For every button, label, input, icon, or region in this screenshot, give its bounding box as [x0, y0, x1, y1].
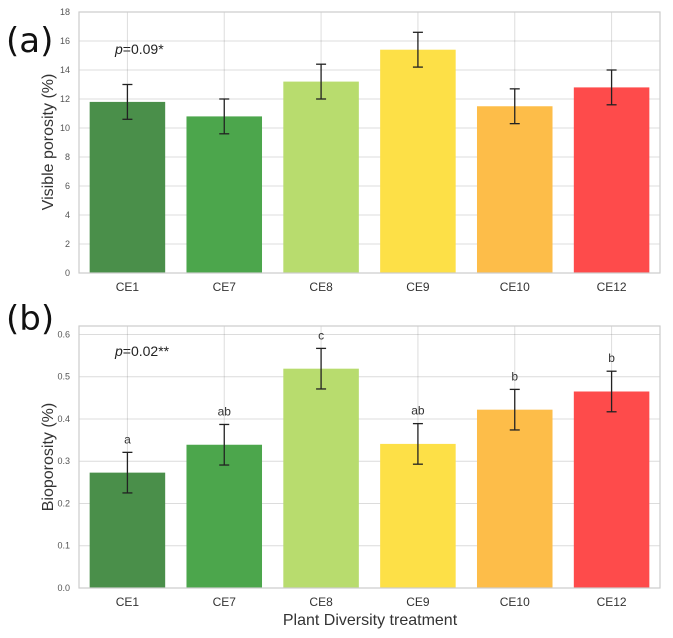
- y-tick-label: 0.5: [57, 372, 70, 382]
- x-tick-label: CE1: [116, 595, 140, 609]
- x-tick-label: CE10: [500, 595, 530, 609]
- p-value-text: =0.02**: [123, 343, 170, 359]
- error-bar-ce8: [316, 63, 327, 100]
- error-bar-ce8: [316, 347, 327, 390]
- significance-letter: ab: [411, 404, 425, 418]
- x-tick-label: CE10: [500, 280, 530, 294]
- x-tick-label: CE1: [116, 280, 140, 294]
- panel-b-chart: (b) Bioporosity (%) p=0.02** Plant Diver…: [6, 299, 661, 629]
- panel-a-grid: [79, 11, 660, 274]
- y-tick-label: 0.1: [57, 541, 70, 551]
- error-bar-ce9: [412, 31, 423, 68]
- bar-ce12: [573, 391, 650, 588]
- significance-letter: b: [608, 351, 615, 365]
- error-bar-ce1: [122, 451, 133, 494]
- y-tick-label: 0: [65, 268, 70, 278]
- error-bar-ce1: [122, 83, 133, 120]
- y-tick-label: 0.2: [57, 498, 70, 508]
- panel-a-plot-frame: [78, 11, 661, 274]
- bar-ce10: [476, 409, 553, 588]
- y-tick-label: 0.0: [57, 583, 70, 593]
- y-tick-label: 18: [60, 7, 70, 17]
- x-tick-label: CE8: [309, 595, 333, 609]
- significance-letter: b: [511, 369, 518, 383]
- y-tick-label: 0.3: [57, 456, 70, 466]
- error-bar-ce9: [412, 422, 423, 465]
- bar-ce7: [186, 444, 263, 588]
- y-tick-label: 12: [60, 94, 70, 104]
- x-tick-label: CE9: [406, 280, 430, 294]
- error-bar-ce7: [219, 423, 230, 466]
- panel-b-error-bars: [122, 347, 617, 494]
- y-tick-label: 0.6: [57, 329, 70, 339]
- significance-letter: ab: [218, 404, 232, 418]
- x-tick-label: CE9: [406, 595, 430, 609]
- significance-letter: c: [318, 328, 324, 342]
- bar-ce10: [476, 106, 553, 273]
- y-tick-label: 2: [65, 239, 70, 249]
- y-tick-label: 16: [60, 36, 70, 46]
- panel-b-bars: [89, 368, 650, 588]
- x-tick-label: CE12: [597, 280, 627, 294]
- panel-b-plot-frame: [78, 325, 661, 589]
- y-tick-label: 6: [65, 181, 70, 191]
- panel-a-bars: [89, 49, 650, 274]
- bar-ce8: [283, 368, 359, 588]
- bar-ce7: [186, 116, 263, 274]
- panel-a-y-axis-label: Visible porosity (%): [40, 74, 57, 211]
- x-tick-label: CE12: [597, 595, 627, 609]
- bar-ce12: [573, 87, 650, 274]
- x-tick-label: CE8: [309, 280, 333, 294]
- panel-b-p-value: p=0.02**: [114, 343, 170, 359]
- error-bar-ce12: [606, 370, 617, 413]
- y-tick-label: 8: [65, 152, 70, 162]
- panel-b-label: (b): [6, 299, 54, 339]
- error-bar-ce10: [509, 388, 520, 431]
- bar-ce9: [380, 443, 456, 588]
- panel-b-grid: [79, 326, 660, 589]
- y-tick-label: 10: [60, 123, 70, 133]
- panel-b-y-axis-label: Bioporosity (%): [40, 403, 57, 511]
- x-tick-label: CE7: [213, 280, 237, 294]
- panel-a-p-value: p=0.09*: [114, 41, 164, 57]
- y-tick-label: 0.4: [57, 414, 70, 424]
- error-bar-ce12: [606, 69, 617, 106]
- p-value-text: =0.09*: [123, 41, 164, 57]
- panel-a-label: (a): [6, 21, 53, 61]
- bar-ce1: [89, 101, 166, 274]
- x-axis-label: Plant Diversity treatment: [283, 612, 458, 629]
- panel-a-chart: (a) Visible porosity (%) p=0.09* 0 2 4 6 8 10…: [6, 7, 661, 294]
- bar-ce9: [380, 49, 456, 274]
- x-tick-label: CE7: [213, 595, 237, 609]
- error-bar-ce7: [219, 98, 230, 135]
- p-symbol: p: [114, 41, 123, 57]
- bar-ce8: [283, 81, 359, 273]
- y-tick-label: 4: [65, 210, 70, 220]
- p-symbol: p: [114, 343, 123, 359]
- significance-letter: a: [124, 432, 131, 446]
- panel-a-error-bars: [122, 31, 617, 135]
- error-bar-ce10: [509, 88, 520, 125]
- y-tick-label: 14: [60, 65, 70, 75]
